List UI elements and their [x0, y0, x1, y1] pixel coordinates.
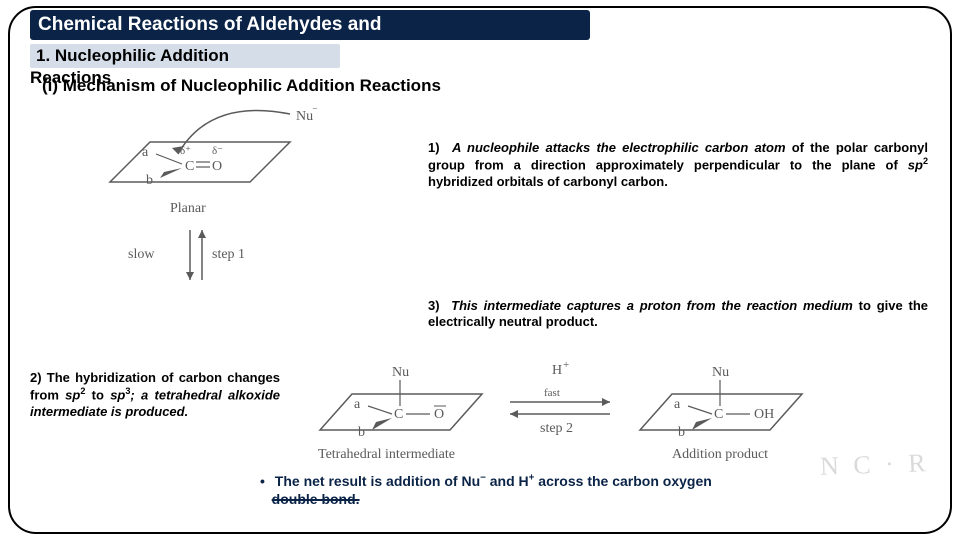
step3-num: 3): [428, 298, 440, 313]
title-line1: Chemical Reactions of Aldehydes and: [38, 14, 382, 36]
net-a: The net result is addition of Nu: [275, 473, 480, 489]
title-banner: Chemical Reactions of Aldehydes and: [30, 10, 590, 40]
mechanism-diagram-left: Nu ⁻ C O δ⁺ δ⁻ a b Planar slow step 1: [60, 104, 360, 364]
subsection-heading: (i) Mechanism of Nucleophilic Addition R…: [42, 76, 441, 96]
step2-text: 2) The hybridization of carbon changes f…: [30, 370, 280, 420]
svg-text:b: b: [146, 173, 153, 188]
svg-text:a: a: [142, 145, 149, 160]
fast-label: fast: [544, 387, 560, 399]
planar-label: Planar: [170, 201, 206, 216]
step2-num: 2): [30, 370, 42, 385]
step2-label: step 2: [540, 421, 573, 436]
bullet-icon: •: [260, 473, 265, 489]
svg-text:b: b: [358, 425, 365, 440]
svg-text:Nu: Nu: [712, 365, 729, 380]
svg-text:C: C: [185, 159, 194, 174]
svg-text:δ⁻: δ⁻: [212, 145, 223, 157]
step1-emphasis: A nucleophile attacks the electrophilic …: [452, 140, 786, 155]
svg-text:a: a: [354, 397, 361, 412]
step2-to: to: [85, 388, 110, 403]
addition-product-label: Addition product: [672, 447, 768, 462]
section-heading-line1: 1. Nucleophilic Addition: [30, 44, 340, 68]
svg-text:OH: OH: [754, 407, 774, 422]
net-d: double bond.: [272, 491, 360, 507]
step1-rest2: hybridized orbitals of carbonyl carbon.: [428, 174, 668, 189]
svg-text:δ⁺: δ⁺: [180, 145, 191, 157]
step1-num: 1): [428, 140, 440, 155]
step2-sp3: sp: [110, 388, 125, 403]
tetrahedral-label: Tetrahedral intermediate: [318, 447, 455, 462]
svg-text:Nu: Nu: [392, 365, 409, 380]
svg-text:⁻: ⁻: [312, 105, 318, 117]
svg-text:C: C: [394, 407, 403, 422]
step1-label: step 1: [212, 247, 245, 262]
nu-label: Nu: [296, 109, 313, 124]
slow-label: slow: [128, 247, 155, 262]
net-b: and H: [486, 473, 529, 489]
svg-text:a: a: [674, 397, 681, 412]
net-result: • The net result is addition of Nu− and …: [260, 472, 920, 508]
step3-emphasis: This intermediate captures a proton from…: [451, 298, 853, 313]
svg-text:H: H: [552, 363, 562, 378]
step2-sp2: sp: [65, 388, 80, 403]
svg-text:C: C: [714, 407, 723, 422]
step1-text: 1) A nucleophile attacks the electrophil…: [428, 140, 928, 190]
net-c: across the carbon oxygen: [534, 473, 711, 489]
svg-text:O: O: [434, 407, 444, 422]
svg-text:+: +: [563, 359, 569, 371]
svg-text:O: O: [212, 159, 222, 174]
step3-text: 3) This intermediate captures a proton f…: [428, 298, 928, 331]
svg-text:b: b: [678, 425, 685, 440]
step1-sp: sp: [908, 158, 923, 173]
